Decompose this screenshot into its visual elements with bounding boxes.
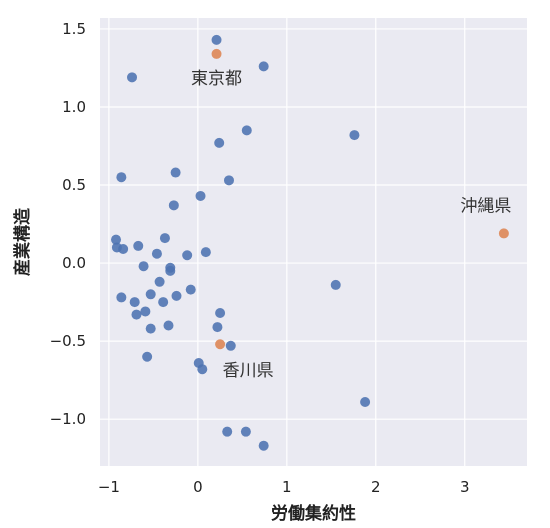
data-point xyxy=(151,248,162,259)
data-point xyxy=(197,364,208,375)
data-point xyxy=(145,323,156,334)
x-tick-label: 2 xyxy=(371,478,381,496)
x-axis-label: 労働集約性 xyxy=(271,503,356,524)
data-point xyxy=(127,72,138,83)
data-point xyxy=(171,290,182,301)
x-tick-label: −1 xyxy=(98,478,120,496)
data-point xyxy=(133,240,144,251)
data-point xyxy=(111,234,122,245)
data-point xyxy=(145,289,156,300)
y-tick-label: 0.0 xyxy=(62,254,86,272)
tick-labels: −1 0 1 2 3 −1.0 −0.5 0.0 0.5 1.0 1.5 xyxy=(50,20,470,496)
y-tick-label: −1.0 xyxy=(50,410,86,428)
data-point xyxy=(241,125,252,136)
x-tick-label: 0 xyxy=(193,478,203,496)
data-point xyxy=(360,397,371,407)
data-point xyxy=(182,250,193,261)
data-point xyxy=(211,34,222,45)
data-point xyxy=(154,276,165,287)
y-tick-label: 1.0 xyxy=(62,98,86,116)
highlight-point xyxy=(498,228,509,239)
y-tick-label: 0.5 xyxy=(62,176,86,194)
x-tick-label: 3 xyxy=(460,478,470,496)
data-point xyxy=(140,306,151,317)
data-point xyxy=(168,200,179,211)
data-point xyxy=(214,137,225,148)
data-point xyxy=(185,284,196,295)
data-point xyxy=(349,130,360,141)
data-point xyxy=(131,309,142,320)
highlight-point xyxy=(215,339,226,350)
data-point xyxy=(142,351,153,362)
data-point xyxy=(240,426,251,437)
x-tick-label: 1 xyxy=(282,478,292,496)
data-point xyxy=(159,233,170,244)
highlight-point xyxy=(211,48,222,59)
data-point xyxy=(258,61,269,72)
data-point xyxy=(225,340,236,351)
annotation-label: 香川県 xyxy=(223,361,274,381)
data-point xyxy=(200,247,211,258)
data-point xyxy=(195,190,206,201)
data-point xyxy=(163,320,174,331)
data-point xyxy=(158,297,169,308)
data-point xyxy=(222,426,233,437)
annotation-label: 沖縄県 xyxy=(460,196,511,216)
y-tick-label: −0.5 xyxy=(50,332,86,350)
data-point xyxy=(116,172,127,183)
data-point xyxy=(138,261,149,272)
data-point xyxy=(118,244,129,255)
y-tick-label: 1.5 xyxy=(62,20,86,38)
data-point xyxy=(165,265,176,276)
data-point xyxy=(212,322,223,333)
data-point xyxy=(170,167,181,178)
data-point xyxy=(116,292,127,303)
data-point xyxy=(129,297,140,308)
plot-area xyxy=(100,18,527,466)
annotation-label: 東京都 xyxy=(191,69,242,89)
data-point xyxy=(223,175,234,186)
data-point xyxy=(258,440,269,451)
y-axis-label: 産業構造 xyxy=(12,207,33,276)
data-point xyxy=(330,279,341,290)
data-points xyxy=(111,34,509,451)
data-point xyxy=(215,308,226,319)
